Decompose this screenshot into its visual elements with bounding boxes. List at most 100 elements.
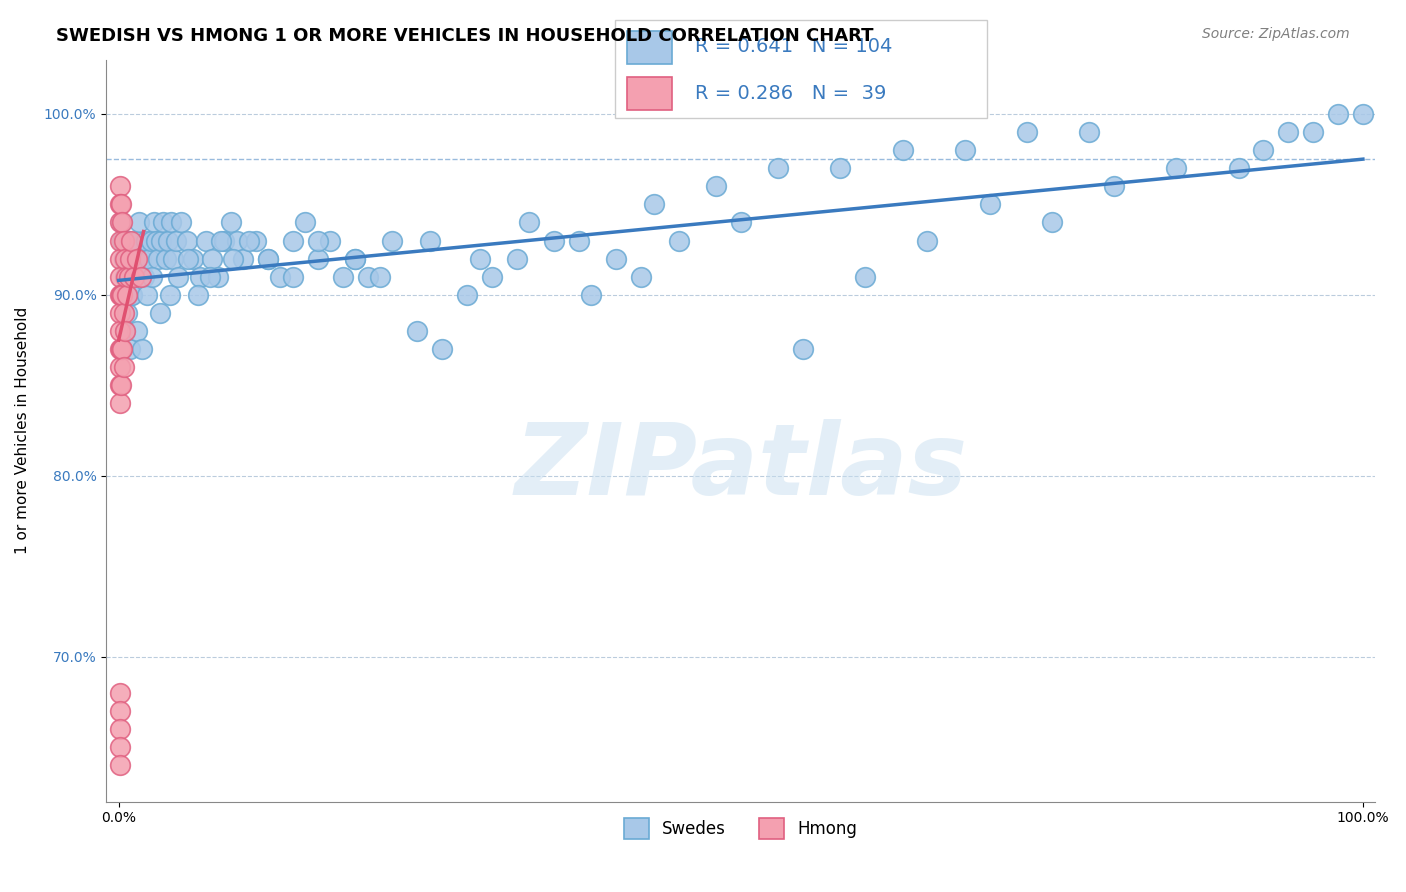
Point (1040, 215, 1063, 229)
Point (108, 269, 131, 284)
Point (222, 252, 245, 266)
Point (111, 288, 134, 302)
Point (127, 324, 149, 338)
Point (108, 686, 131, 700)
Point (1015, 125, 1038, 139)
Y-axis label: 1 or more Vehicles in Household: 1 or more Vehicles in Household (15, 307, 30, 554)
Point (112, 252, 135, 266)
Point (281, 234, 304, 248)
Point (108, 740, 131, 755)
Point (766, 161, 789, 176)
Point (108, 342, 131, 356)
Point (122, 269, 145, 284)
Point (381, 234, 404, 248)
Point (108, 306, 131, 320)
Point (117, 288, 139, 302)
Point (111, 215, 134, 229)
Point (114, 269, 136, 284)
Point (406, 324, 429, 338)
Point (979, 197, 1001, 211)
Point (543, 234, 565, 248)
Point (112, 360, 135, 375)
Point (269, 269, 291, 284)
Point (132, 269, 155, 284)
Point (830, 161, 852, 176)
Point (142, 215, 165, 229)
Point (157, 234, 180, 248)
Point (110, 197, 132, 211)
Point (643, 197, 665, 211)
Point (419, 234, 441, 248)
Point (111, 234, 134, 248)
Point (668, 234, 690, 248)
Point (344, 252, 367, 266)
Point (368, 269, 391, 284)
Point (214, 234, 236, 248)
Point (155, 252, 177, 266)
Point (953, 143, 976, 157)
Point (110, 288, 132, 302)
Point (1102, 179, 1125, 194)
Point (207, 269, 229, 284)
Point (108, 360, 131, 375)
Point (201, 252, 224, 266)
Point (117, 306, 139, 320)
Point (238, 234, 260, 248)
Point (110, 342, 132, 356)
Point (307, 234, 329, 248)
Point (187, 288, 209, 302)
Point (1351, 107, 1374, 121)
Point (891, 143, 914, 157)
Point (122, 269, 145, 284)
Point (1327, 107, 1350, 121)
Point (319, 234, 342, 248)
Point (108, 215, 131, 229)
Point (108, 234, 131, 248)
Point (456, 288, 478, 302)
Legend: Swedes, Hmong: Swedes, Hmong (617, 812, 865, 846)
Point (506, 252, 529, 266)
Point (112, 306, 135, 320)
Point (581, 288, 603, 302)
Point (198, 269, 221, 284)
Point (108, 197, 131, 211)
Point (194, 234, 217, 248)
Point (167, 269, 190, 284)
Point (108, 722, 131, 736)
Point (232, 252, 254, 266)
Point (792, 342, 814, 356)
Point (115, 288, 138, 302)
Point (118, 252, 141, 266)
Point (281, 269, 304, 284)
Point (138, 252, 160, 266)
Point (141, 269, 163, 284)
Point (124, 252, 146, 266)
Point (117, 269, 139, 284)
Point (114, 324, 136, 338)
Point (108, 288, 131, 302)
Point (148, 252, 170, 266)
Point (108, 396, 131, 410)
Text: R = 0.286   N =  39: R = 0.286 N = 39 (695, 84, 887, 103)
Point (1227, 161, 1250, 176)
Point (108, 252, 131, 266)
Point (115, 269, 138, 284)
Point (257, 252, 280, 266)
Point (730, 215, 752, 229)
Point (127, 252, 149, 266)
Point (344, 252, 367, 266)
Point (120, 288, 142, 302)
Text: ZIPatlas: ZIPatlas (515, 419, 967, 516)
Point (114, 252, 136, 266)
Point (159, 288, 181, 302)
Point (225, 234, 247, 248)
Point (630, 269, 652, 284)
Point (1277, 125, 1299, 139)
Point (294, 215, 316, 229)
Point (108, 704, 131, 718)
Point (111, 342, 134, 356)
Point (129, 252, 152, 266)
Point (121, 288, 143, 302)
Point (165, 234, 187, 248)
Point (160, 215, 183, 229)
